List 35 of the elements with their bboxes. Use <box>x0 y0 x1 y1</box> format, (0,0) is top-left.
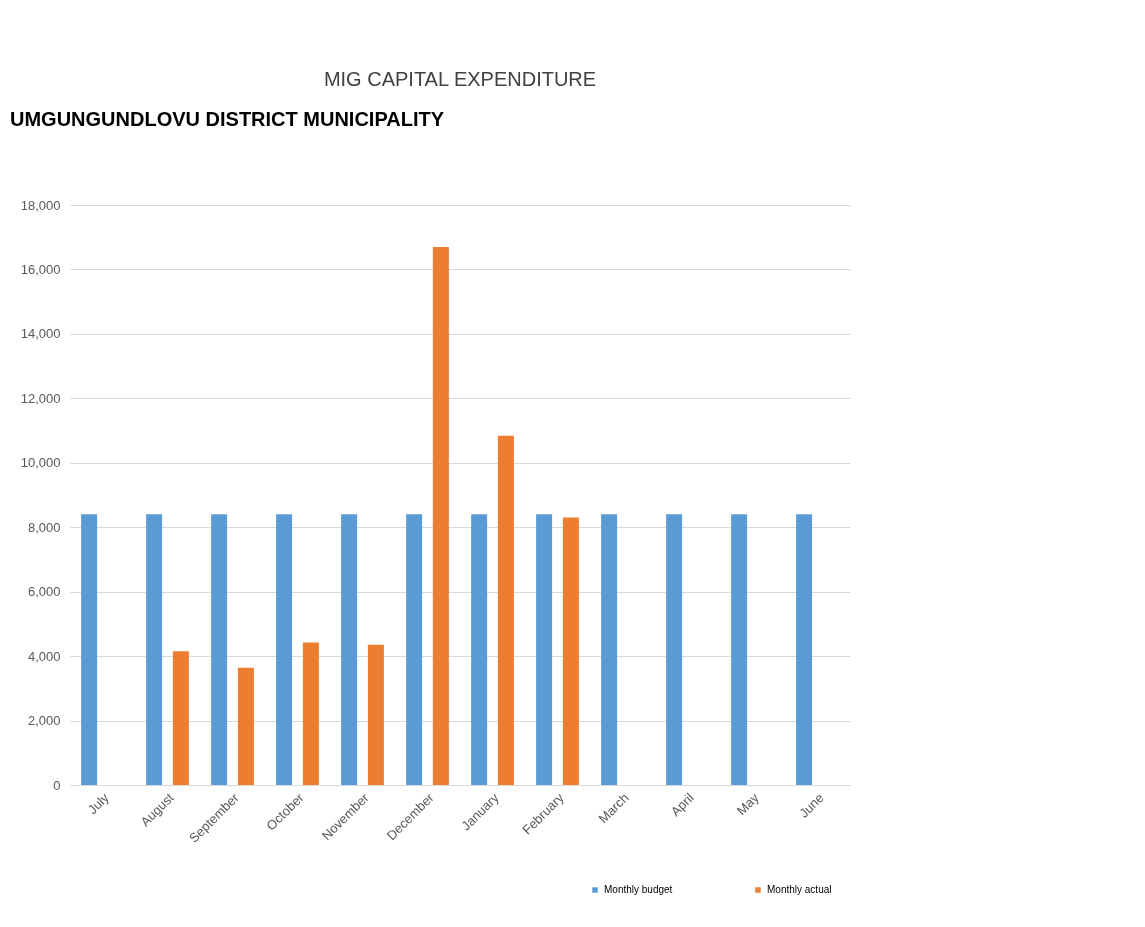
bar <box>341 514 358 785</box>
bar <box>302 642 319 785</box>
bar <box>796 514 813 785</box>
y-tick-label: 8,000 <box>27 519 61 535</box>
bar <box>367 644 384 785</box>
legend-label: Monthly actual <box>767 884 832 895</box>
bar <box>731 514 748 785</box>
y-tick-label: 6,000 <box>27 584 61 600</box>
bar <box>146 514 163 785</box>
bar <box>471 514 488 785</box>
bar <box>666 514 683 785</box>
y-tick-label: 18,000 <box>20 197 61 213</box>
bar <box>276 514 293 785</box>
x-tick-label: July <box>84 789 113 818</box>
x-tick-label: May <box>733 789 763 819</box>
y-tick-label: 2,000 <box>27 713 61 729</box>
y-tick-label: 10,000 <box>20 455 61 471</box>
legend-label: Monthly budget <box>604 884 673 895</box>
bar <box>211 514 228 785</box>
y-tick-label: 12,000 <box>20 390 61 406</box>
bar <box>237 667 254 785</box>
bar <box>562 517 579 785</box>
bar <box>432 246 449 785</box>
bar <box>536 514 553 785</box>
bar <box>601 514 618 785</box>
bar <box>497 435 514 785</box>
bar <box>172 651 189 785</box>
y-tick-label: 16,000 <box>20 261 61 277</box>
text: UMGUNGUNDLOVU DISTRICT MUNICIPALITY <box>10 108 445 130</box>
y-tick-label: 14,000 <box>20 326 61 342</box>
y-tick-label: 0 <box>53 777 61 793</box>
bar <box>406 514 423 785</box>
y-tick-label: 4,000 <box>27 648 61 664</box>
chart-title: MIG CAPITAL EXPENDITURE <box>323 68 597 90</box>
bar <box>81 514 98 785</box>
